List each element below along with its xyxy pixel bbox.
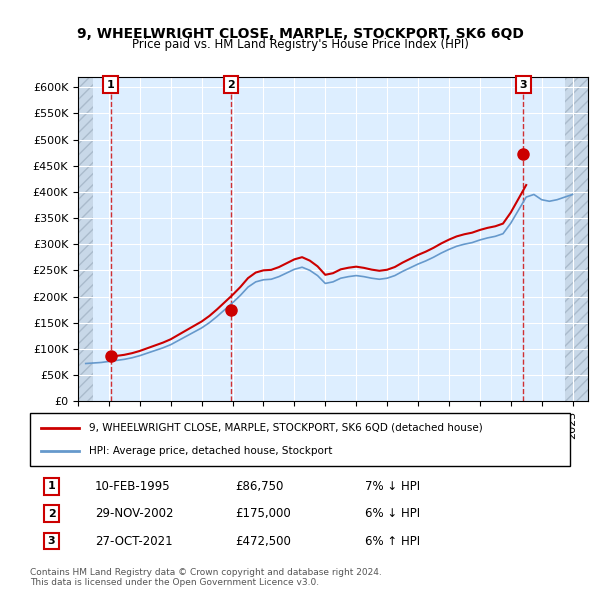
Text: This data is licensed under the Open Government Licence v3.0.: This data is licensed under the Open Gov…	[30, 578, 319, 587]
Text: 6% ↓ HPI: 6% ↓ HPI	[365, 507, 420, 520]
Text: 3: 3	[520, 80, 527, 90]
Text: 2: 2	[227, 80, 235, 90]
Text: 10-FEB-1995: 10-FEB-1995	[95, 480, 170, 493]
Text: 6% ↑ HPI: 6% ↑ HPI	[365, 535, 420, 548]
Text: 9, WHEELWRIGHT CLOSE, MARPLE, STOCKPORT, SK6 6QD: 9, WHEELWRIGHT CLOSE, MARPLE, STOCKPORT,…	[77, 27, 523, 41]
Bar	[565, 77, 588, 401]
Text: £175,000: £175,000	[235, 507, 291, 520]
Text: 27-OCT-2021: 27-OCT-2021	[95, 535, 172, 548]
Text: £86,750: £86,750	[235, 480, 284, 493]
Text: Price paid vs. HM Land Registry's House Price Index (HPI): Price paid vs. HM Land Registry's House …	[131, 38, 469, 51]
Text: 7% ↓ HPI: 7% ↓ HPI	[365, 480, 420, 493]
Text: £472,500: £472,500	[235, 535, 291, 548]
Text: 2: 2	[48, 509, 55, 519]
Text: 9, WHEELWRIGHT CLOSE, MARPLE, STOCKPORT, SK6 6QD (detached house): 9, WHEELWRIGHT CLOSE, MARPLE, STOCKPORT,…	[89, 423, 483, 433]
FancyBboxPatch shape	[30, 413, 570, 466]
Text: 29-NOV-2002: 29-NOV-2002	[95, 507, 173, 520]
Text: Contains HM Land Registry data © Crown copyright and database right 2024.: Contains HM Land Registry data © Crown c…	[30, 568, 382, 576]
Text: HPI: Average price, detached house, Stockport: HPI: Average price, detached house, Stoc…	[89, 446, 333, 456]
Text: 1: 1	[48, 481, 55, 491]
Bar	[78, 77, 94, 401]
Text: 3: 3	[48, 536, 55, 546]
Text: 1: 1	[107, 80, 115, 90]
